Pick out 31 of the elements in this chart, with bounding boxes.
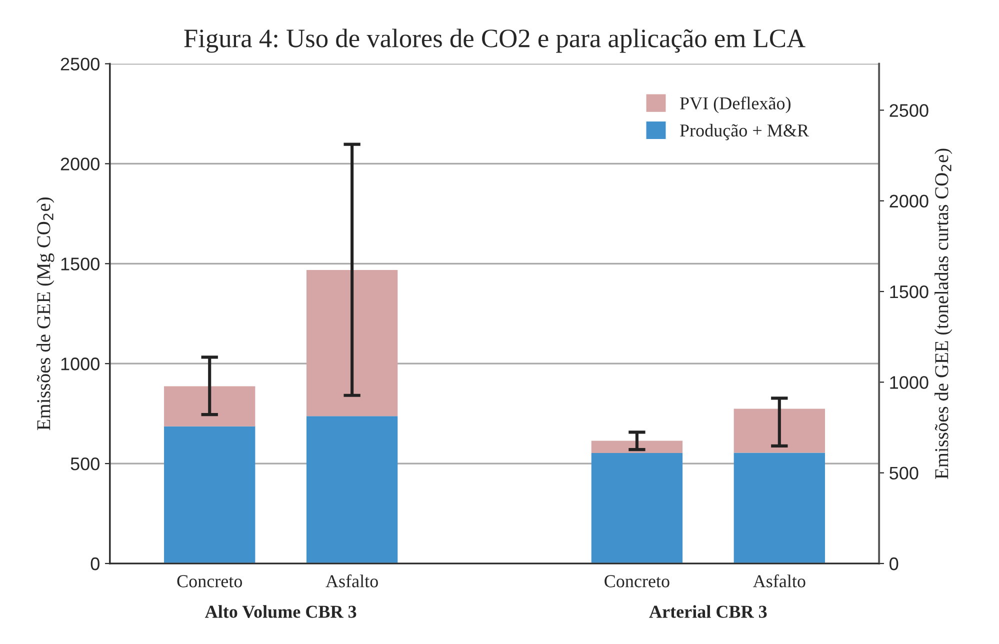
x-tick-label: Asfalto [326, 574, 378, 588]
bar [591, 452, 683, 564]
legend-label: PVI (Deflexão) [680, 96, 790, 114]
y-tick-label: 1000 [61, 358, 100, 370]
x-tick-label: Asfalto [753, 574, 806, 588]
x-tick-label: Concreto [177, 575, 242, 588]
y-tick-label: 2000 [60, 158, 100, 170]
bar [306, 270, 398, 416]
bar [734, 452, 825, 564]
chart-title: Figura 4: Uso de valores de CO2 e para aplicação em LCA [184, 28, 806, 53]
text: Alto Volume CBR 3 [205, 605, 356, 618]
bar [734, 408, 825, 453]
bar [164, 386, 256, 426]
bar [164, 426, 256, 564]
y2-tick-label: 2500 [890, 104, 928, 117]
y-axis-title: Emissões de GEE (Mg CO$_{2}$e) [36, 198, 54, 430]
x-tick-label: Concreto [604, 575, 670, 588]
y-tick-label: 0 [90, 557, 100, 570]
y2-tick-label: 500 [890, 466, 918, 480]
legend-label: Produção + M&R [680, 124, 809, 140]
y2-tick-label: 1000 [890, 376, 928, 389]
y2-tick-label: 0 [890, 557, 898, 570]
y2-tick-label: 2000 [890, 194, 928, 208]
y-tick-label: 2500 [60, 58, 100, 70]
y-tick-label: 1500 [61, 258, 100, 270]
bar [306, 416, 398, 564]
y2-tick-label: 1500 [890, 285, 928, 298]
y2-axis-title: Emissões de GEE (toneladas curtas CO$_{2}$e) [934, 148, 952, 480]
text: Arterial CBR 3 [649, 605, 767, 618]
y-tick-label: 500 [70, 457, 100, 470]
bar [591, 440, 683, 453]
